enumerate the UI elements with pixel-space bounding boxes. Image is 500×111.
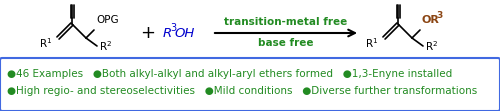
Text: 3: 3 <box>170 23 176 33</box>
Text: 3: 3 <box>436 11 442 20</box>
Text: +: + <box>140 24 156 42</box>
Text: OPG: OPG <box>96 15 118 25</box>
Text: R$^1$: R$^1$ <box>364 36 378 50</box>
Text: ●High regio- and stereoselectivities   ●Mild conditions   ●Diverse further trans: ●High regio- and stereoselectivities ●Mi… <box>7 86 477 96</box>
Text: OH: OH <box>174 27 195 40</box>
FancyBboxPatch shape <box>0 58 500 111</box>
Text: R: R <box>163 27 172 40</box>
Text: R$^2$: R$^2$ <box>425 39 438 53</box>
Text: R$^2$: R$^2$ <box>99 39 112 53</box>
Text: R$^1$: R$^1$ <box>38 36 52 50</box>
Text: ●46 Examples   ●Both alkyl-alkyl and alkyl-aryl ethers formed   ●1,3-Enyne insta: ●46 Examples ●Both alkyl-alkyl and alkyl… <box>7 69 452 79</box>
Text: OR: OR <box>422 15 440 25</box>
Text: base free: base free <box>258 38 314 48</box>
Text: transition-metal free: transition-metal free <box>224 17 348 27</box>
